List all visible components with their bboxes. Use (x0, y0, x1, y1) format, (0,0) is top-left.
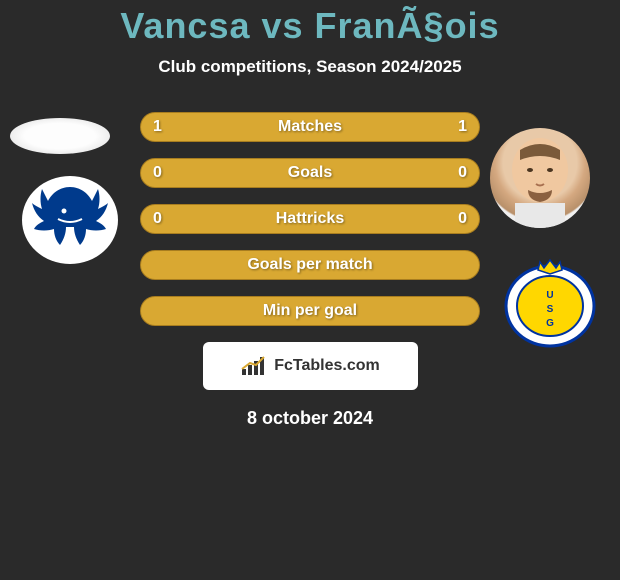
page-title: Vancsa vs FranÃ§ois (0, 5, 620, 47)
stat-row-mpg: Min per goal (140, 296, 480, 326)
stat-row-gpm: Goals per match (140, 250, 480, 280)
stats-section: 1 Matches 1 0 Goals 0 0 Hattricks 0 Goal… (0, 112, 620, 326)
stat-value-right: 0 (458, 164, 467, 182)
stat-value-right: 1 (458, 118, 467, 136)
stat-label: Goals per match (247, 256, 372, 274)
comparison-card: Vancsa vs FranÃ§ois Club competitions, S… (0, 0, 620, 429)
page-subtitle: Club competitions, Season 2024/2025 (0, 57, 620, 77)
date-label: 8 october 2024 (0, 408, 620, 429)
stat-value-left: 0 (153, 210, 162, 228)
brand-text: FcTables.com (274, 357, 380, 375)
stat-value-right: 0 (458, 210, 467, 228)
stat-label: Matches (278, 118, 342, 136)
stat-label: Min per goal (263, 302, 357, 320)
stat-row-goals: 0 Goals 0 (140, 158, 480, 188)
stat-value-left: 1 (153, 118, 162, 136)
bar-chart-icon (240, 355, 268, 377)
stat-row-hattricks: 0 Hattricks 0 (140, 204, 480, 234)
stat-label: Goals (288, 164, 332, 182)
stat-label: Hattricks (276, 210, 344, 228)
brand-badge[interactable]: FcTables.com (203, 342, 418, 390)
stat-row-matches: 1 Matches 1 (140, 112, 480, 142)
stat-value-left: 0 (153, 164, 162, 182)
